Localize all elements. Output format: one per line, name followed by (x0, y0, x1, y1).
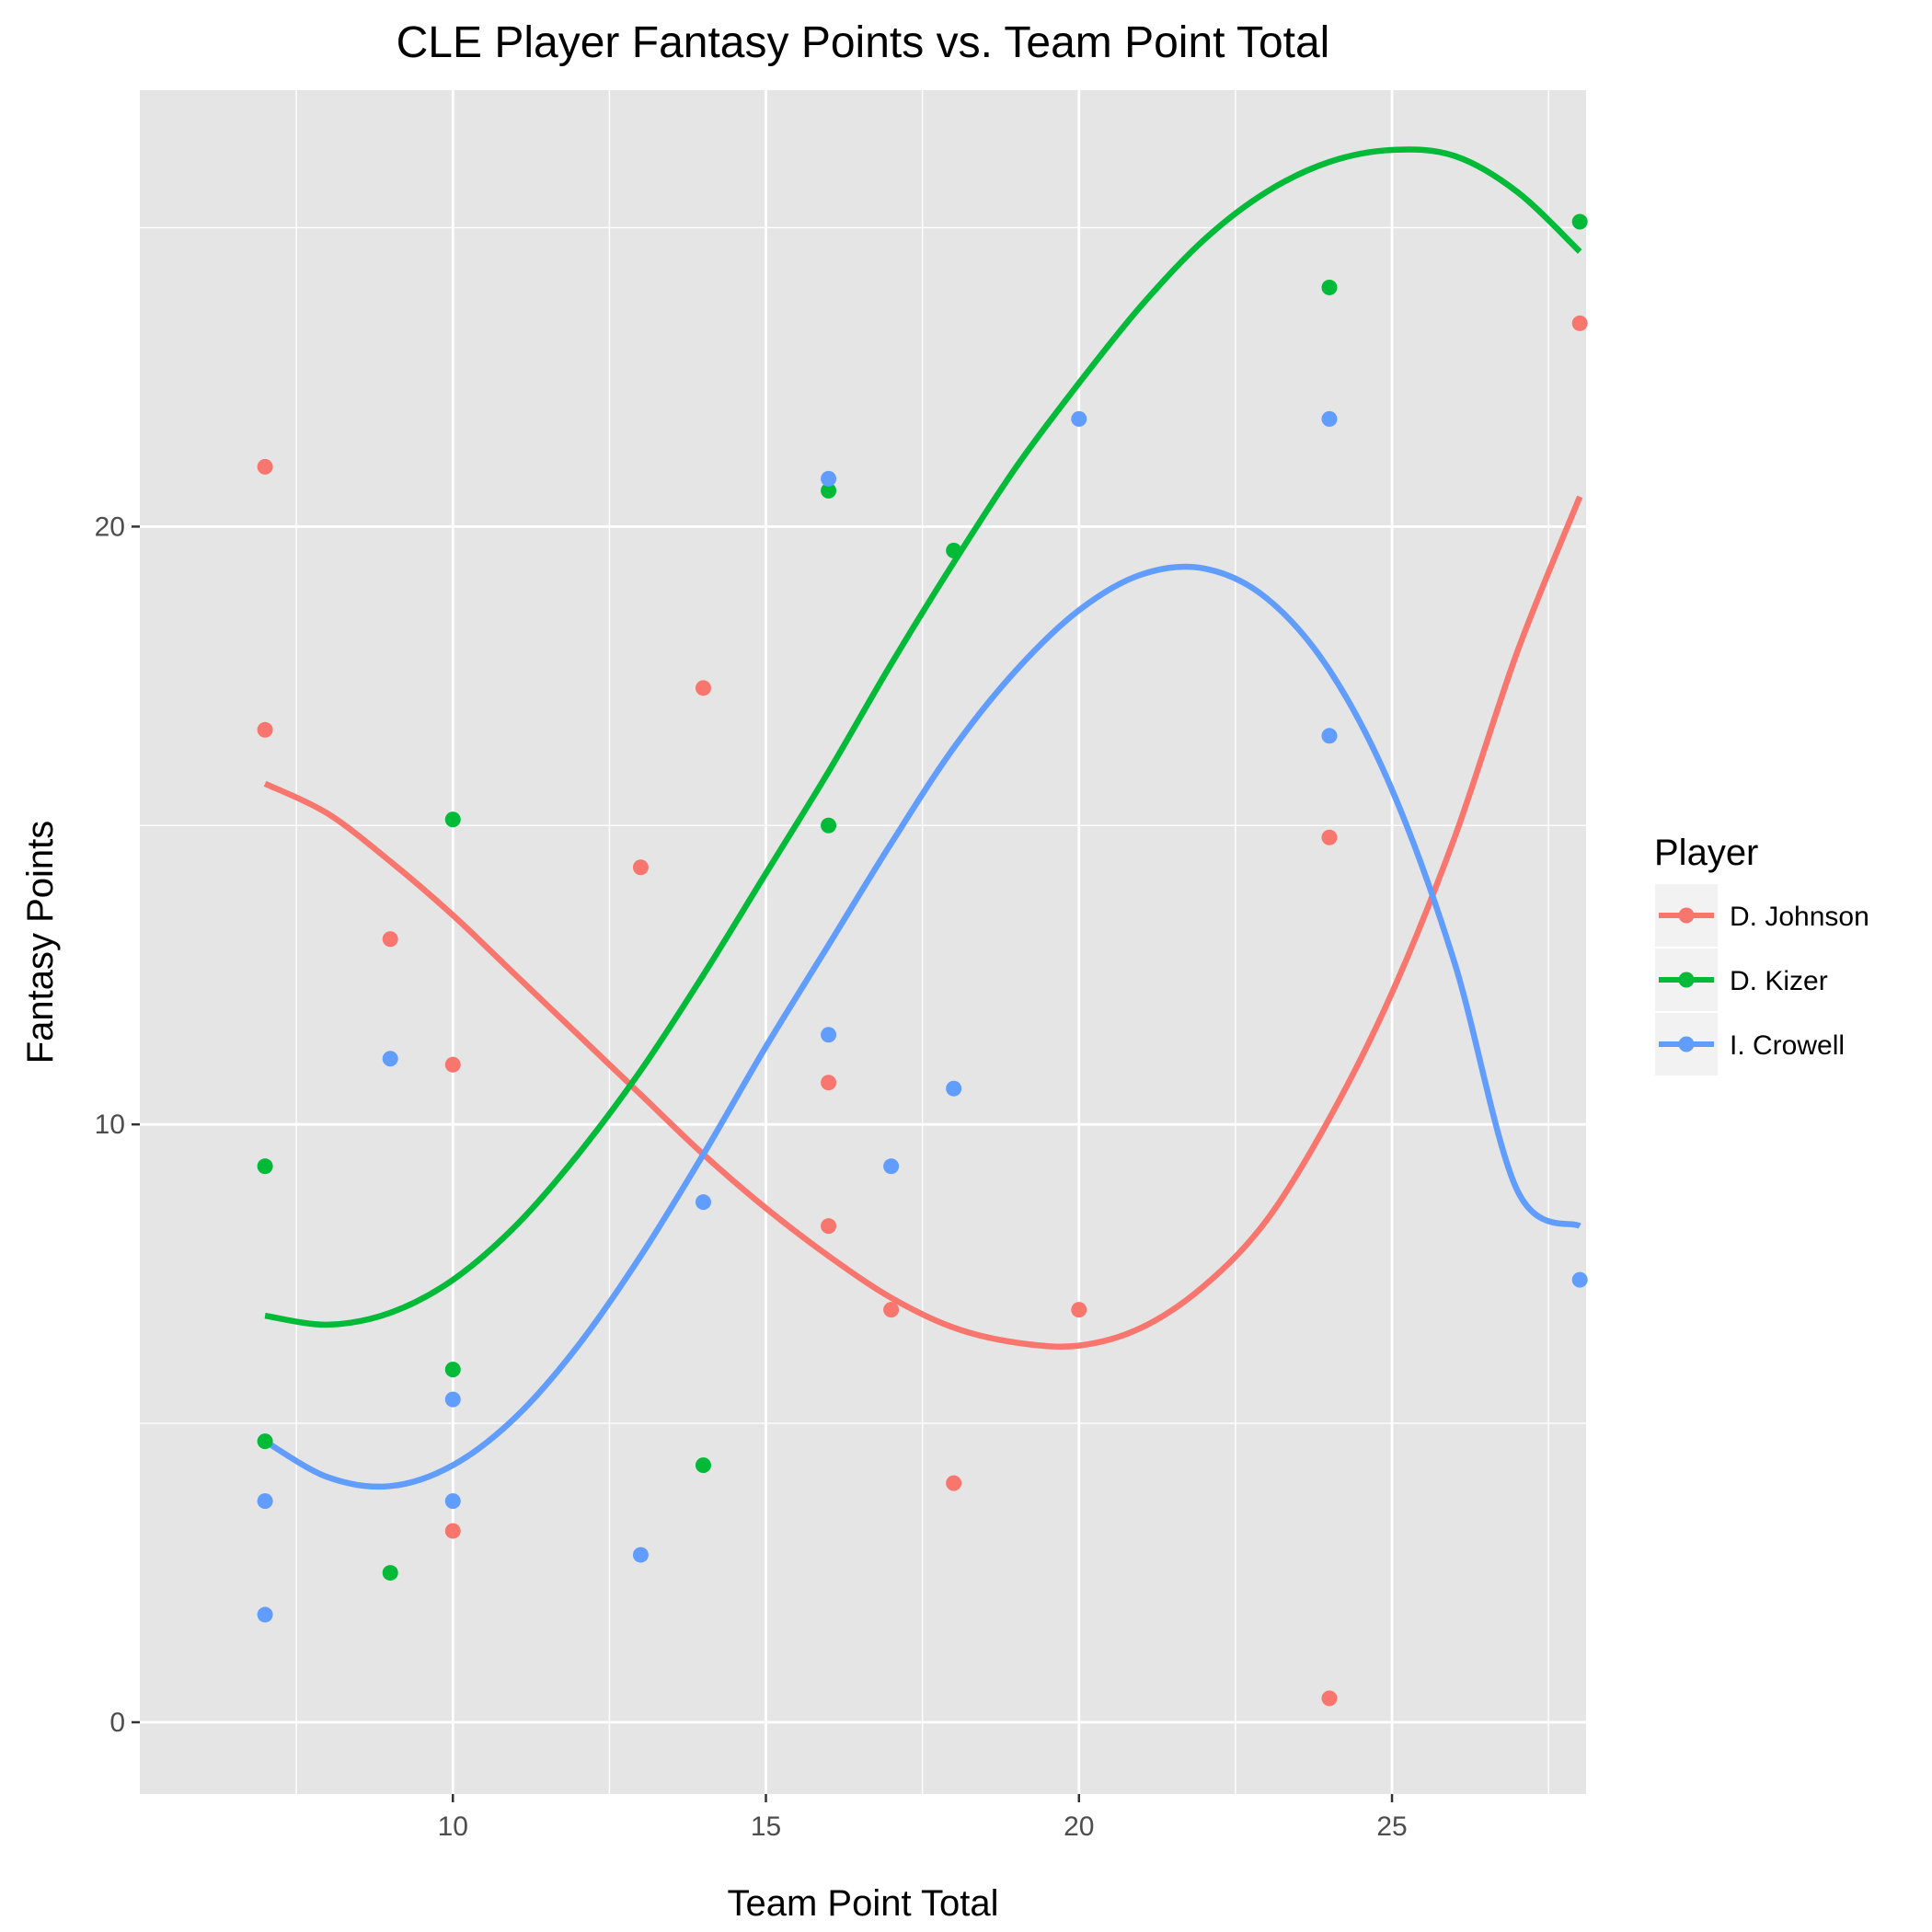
data-points (257, 213, 1588, 1707)
point-d-kizer (821, 817, 837, 834)
legend-point-i-crowell (1678, 1036, 1695, 1052)
chart-title: CLE Player Fantasy Points vs. Team Point… (397, 18, 1330, 67)
point-d-johnson (444, 1056, 461, 1073)
trend-line-d-johnson (263, 495, 1583, 1350)
point-i-crowell (257, 1606, 273, 1623)
point-d-kizer (695, 1457, 711, 1474)
axes: 10 15 20 25 0 10 20 (95, 512, 1408, 1842)
y-tick-label: 20 (95, 512, 125, 542)
point-i-crowell (1321, 410, 1338, 427)
point-d-johnson (382, 931, 398, 948)
legend-point-d-johnson (1678, 907, 1695, 924)
point-i-crowell (883, 1158, 900, 1175)
point-i-crowell (444, 1493, 461, 1510)
legend-label-d-kizer: D. Kizer (1730, 966, 1828, 996)
point-d-johnson (1571, 315, 1588, 331)
point-d-johnson (821, 1075, 837, 1091)
plot-panel (140, 90, 1586, 1794)
legend-label-i-crowell: I. Crowell (1730, 1030, 1845, 1061)
point-d-kizer (444, 1362, 461, 1378)
point-i-crowell (1321, 728, 1338, 744)
point-d-kizer (1571, 213, 1588, 230)
y-tick-label: 10 (95, 1110, 125, 1140)
point-i-crowell (946, 1080, 962, 1097)
point-d-johnson (946, 1475, 962, 1491)
point-i-crowell (821, 1027, 837, 1043)
point-i-crowell (821, 470, 837, 487)
y-axis-title: Fantasy Points (20, 821, 61, 1064)
point-i-crowell (632, 1547, 649, 1563)
x-axis-title: Team Point Total (728, 1883, 999, 1924)
trend-line-i-crowell (263, 563, 1581, 1490)
point-i-crowell (257, 1493, 273, 1510)
trend-line-d-kizer (264, 146, 1582, 1328)
point-d-johnson (821, 1218, 837, 1235)
trend-lines (263, 146, 1583, 1490)
point-d-kizer (444, 811, 461, 828)
point-d-kizer (257, 1158, 273, 1175)
grid-minor (140, 90, 1586, 1794)
point-d-johnson (883, 1302, 900, 1318)
x-tick-label: 15 (751, 1811, 781, 1842)
point-d-johnson (1321, 1690, 1338, 1707)
x-tick-label: 25 (1376, 1811, 1407, 1842)
point-i-crowell (1571, 1271, 1588, 1288)
point-i-crowell (444, 1391, 461, 1408)
legend-title: Player (1654, 833, 1758, 873)
point-d-johnson (257, 458, 273, 475)
grid-major (140, 90, 1586, 1794)
y-tick-label: 0 (109, 1708, 125, 1738)
point-d-johnson (1321, 829, 1338, 845)
legend-label-d-johnson: D. Johnson (1730, 902, 1869, 932)
point-d-johnson (632, 859, 649, 876)
point-d-johnson (257, 721, 273, 738)
point-d-kizer (1321, 279, 1338, 295)
legend: D. Johnson D. Kizer I. Crowell (1653, 882, 1869, 1077)
point-d-kizer (382, 1565, 398, 1581)
point-d-kizer (821, 482, 837, 499)
point-i-crowell (695, 1194, 711, 1211)
point-d-kizer (257, 1433, 273, 1450)
legend-point-d-kizer (1678, 972, 1695, 988)
point-d-kizer (946, 542, 962, 558)
x-tick-label: 20 (1064, 1811, 1094, 1842)
point-d-johnson (695, 680, 711, 696)
point-d-johnson (444, 1523, 461, 1539)
point-i-crowell (382, 1051, 398, 1067)
x-tick-label: 10 (438, 1811, 468, 1842)
point-i-crowell (1071, 410, 1087, 427)
point-d-johnson (1071, 1302, 1087, 1318)
